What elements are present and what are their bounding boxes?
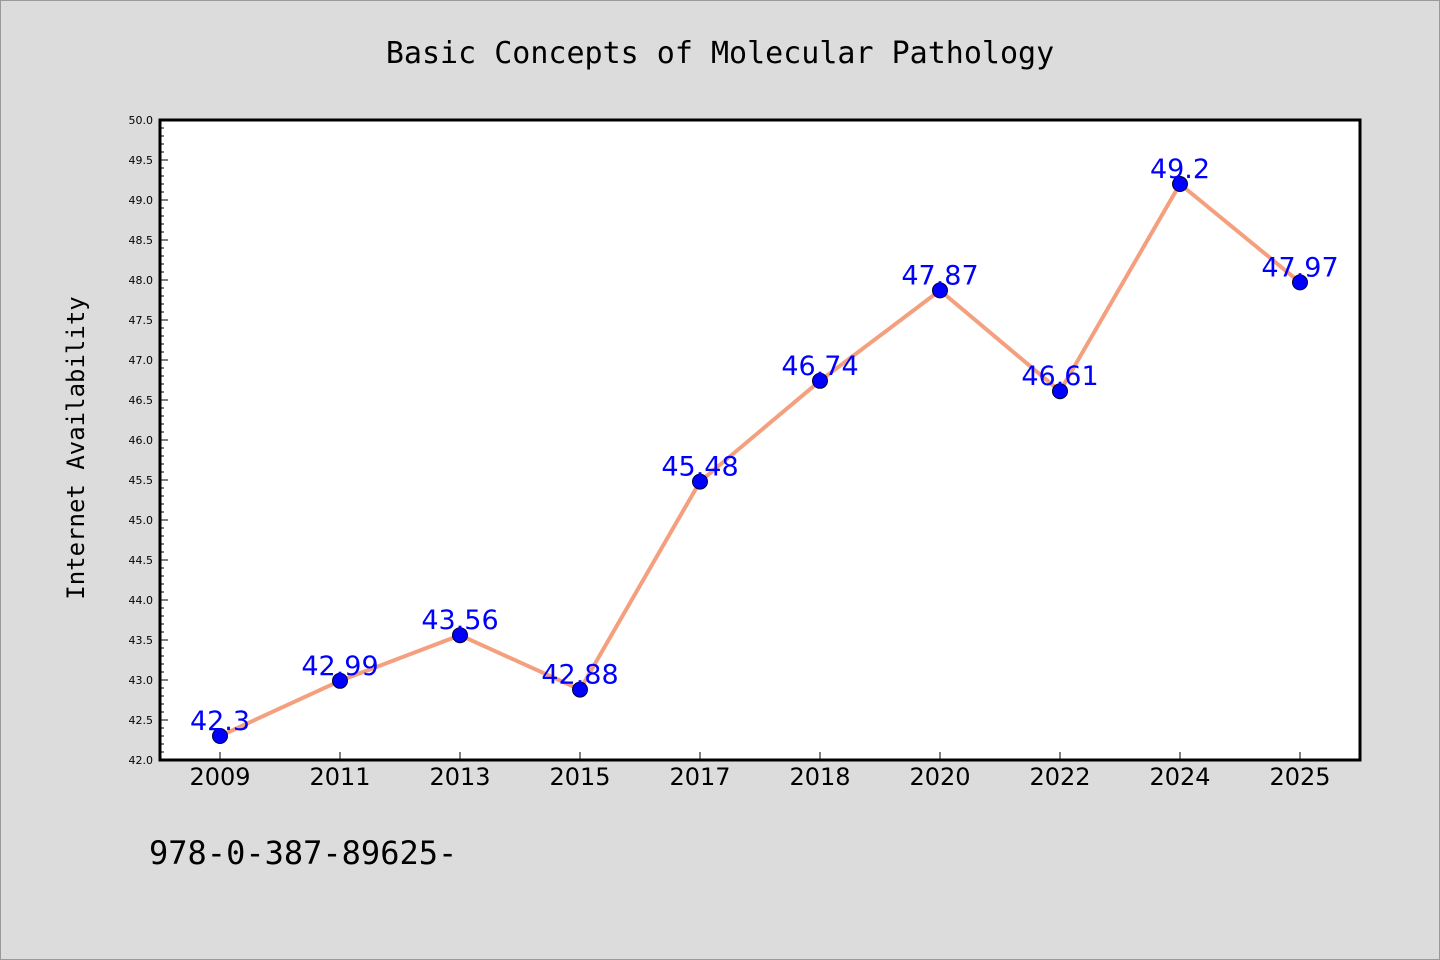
data-labels: 42.3 42.99 43.56 42.88 45.48 46.74 47.87 46.61 4… [190,154,1339,737]
data-point [452,627,468,644]
x-tick-label: 2025 [1269,763,1330,791]
y-tick-label: 50.0 [129,114,154,127]
x-tick-label: 2011 [309,763,370,791]
data-label: 47.87 [901,260,978,291]
x-tick-label: 2017 [669,763,730,791]
y-tick-label: 49.5 [129,154,154,167]
data-point [812,372,828,389]
data-point [332,672,348,689]
y-tick-label: 46.5 [129,394,154,407]
footer-text: 978-0-387-89625- [149,834,457,872]
data-point [1052,383,1068,400]
y-tick-label: 44.5 [129,554,154,567]
plot-area [158,118,1362,762]
y-tick-label: 47.5 [129,314,154,327]
data-label: 47.97 [1261,252,1338,283]
x-axis-ticks: 2009 2011 2013 2015 2017 2018 2020 2022 2024 2025 [189,752,1331,791]
y-axis-label: Internet Availability [62,296,90,599]
data-point [1172,176,1188,192]
y-tick-label: 43.0 [129,674,154,687]
x-tick-label: 2013 [429,763,490,791]
y-tick-label: 47.0 [129,354,154,367]
x-tick-label: 2022 [1029,763,1090,791]
data-label: 46.61 [1021,361,1098,392]
y-tick-label: 45.5 [129,474,154,487]
x-tick-label: 2009 [189,763,250,791]
data-point [1292,274,1308,291]
series-line [218,182,1302,738]
series-line-group [212,176,1308,744]
data-label: 49.2 [1150,154,1210,185]
x-tick-label: 2018 [789,763,850,791]
y-tick-label: 44.0 [129,594,154,607]
y-tick-label: 49.0 [129,194,154,207]
data-label: 42.88 [541,660,618,691]
y-axis-ticks: 42.0 42.5 43.0 43.5 44.0 44.5 45.0 45.5 46.0 46.5… [129,114,168,767]
y-tick-label: 42.0 [129,754,154,767]
x-tick-label: 2024 [1149,763,1210,791]
x-tick-label: 2020 [909,763,970,791]
data-label: 42.99 [301,651,378,682]
data-point [932,282,948,299]
data-label: 42.3 [190,706,250,737]
y-tick-label: 46.0 [129,434,154,447]
data-label: 43.56 [421,605,498,636]
y-tick-label: 48.0 [129,274,154,287]
chart-title: Basic Concepts of Molecular Pathology [386,36,1054,71]
y-tick-label: 45.0 [129,514,154,527]
y-tick-label: 42.5 [129,714,154,727]
data-label: 45.48 [661,452,738,483]
x-tick-label: 2015 [549,763,610,791]
y-tick-label: 43.5 [129,634,154,647]
data-point [572,681,588,698]
y-tick-label: 48.5 [129,234,154,247]
data-point [212,728,228,744]
data-label: 46.74 [781,351,858,382]
data-point [692,473,708,490]
